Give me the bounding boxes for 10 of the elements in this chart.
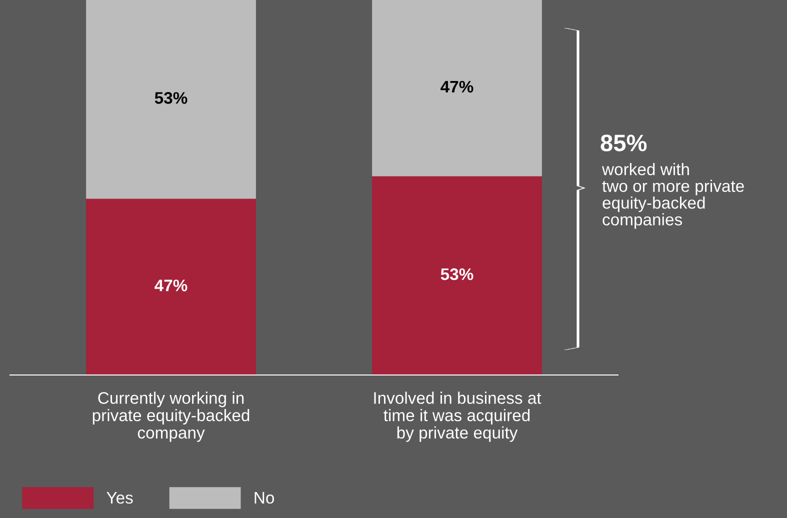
data-label: 53% <box>154 92 188 104</box>
x-tick-label: Involved in business at time it was acquired by private equity <box>374 392 542 442</box>
legend-label: No <box>254 492 274 504</box>
annotation: 85% <box>600 134 647 152</box>
data-label: 47% <box>440 80 474 93</box>
x-tick-label: Currently working in private equity-backed company <box>92 392 250 442</box>
data-label: 47% <box>154 280 188 292</box>
annotation: worked with two or more private equity-backed companies <box>602 163 744 229</box>
data-label: 53% <box>440 268 474 280</box>
legend-label: Yes <box>106 492 133 504</box>
